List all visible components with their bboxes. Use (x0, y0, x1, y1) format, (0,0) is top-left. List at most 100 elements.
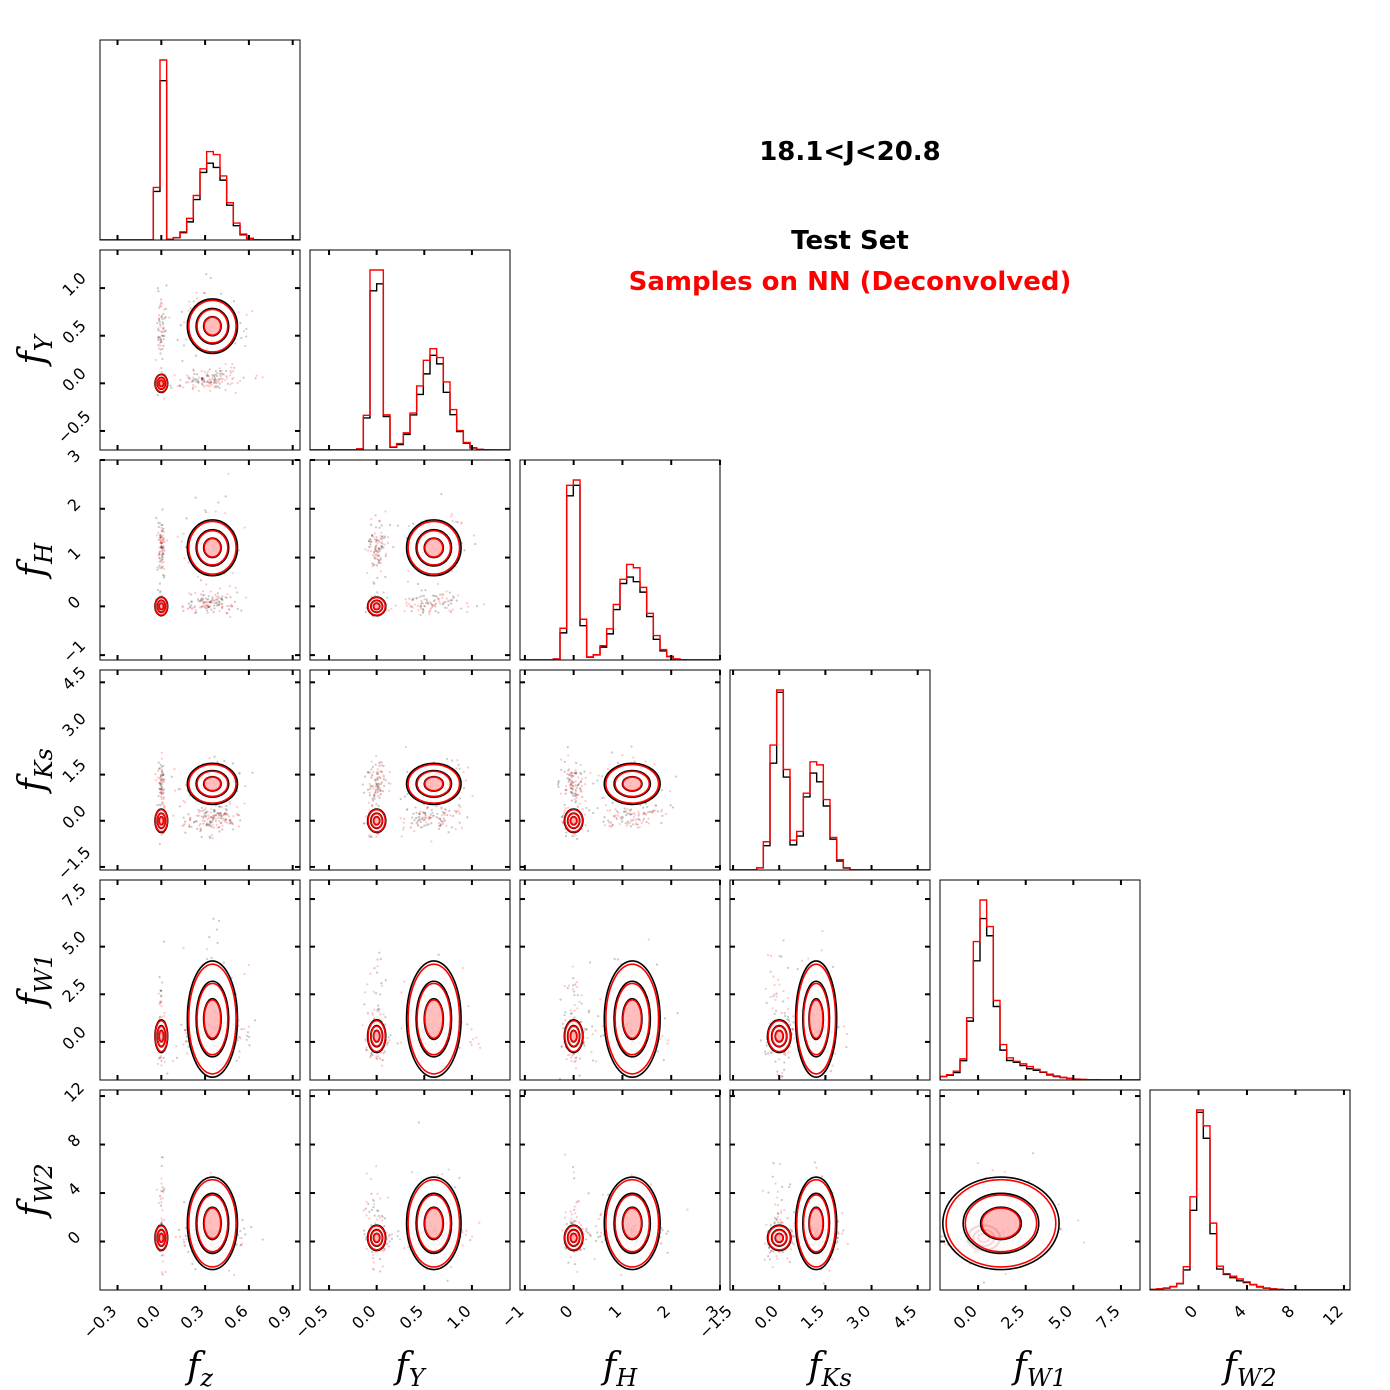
scatter-point (429, 813, 432, 816)
scatter-point (202, 598, 205, 601)
scatter-point (159, 1056, 163, 1060)
scatter-point (208, 601, 211, 604)
scatter-point (442, 602, 445, 605)
scatter-point (239, 1243, 243, 1247)
scatter-point (230, 821, 233, 824)
scatter-point (160, 782, 164, 785)
scatter-point (570, 779, 574, 783)
scatter-point (370, 1051, 373, 1054)
scatter-point (208, 368, 211, 371)
scatter-point (769, 995, 772, 999)
scatter-point (589, 771, 592, 775)
histogram-samples-nn (100, 59, 300, 240)
scatter-point (408, 597, 411, 600)
scatter-point (214, 599, 217, 602)
scatter-point (565, 1058, 568, 1061)
scatter-point (408, 603, 411, 606)
scatter-point (224, 388, 227, 392)
scatter-point (223, 813, 227, 816)
scatter-point (214, 385, 218, 388)
scatter-point (470, 1044, 473, 1047)
scatter-point (212, 826, 216, 829)
scatter-point (375, 549, 378, 552)
scatter-point (781, 1075, 784, 1078)
scatter-point (624, 810, 627, 813)
contour-test-set (613, 980, 652, 1058)
histogram-test-set (520, 484, 720, 660)
contour-samples-nn (424, 537, 444, 558)
scatter-point (370, 804, 374, 807)
scatter-point (379, 1051, 383, 1054)
scatter-point (591, 811, 595, 815)
scatter-point (406, 770, 409, 774)
scatter-point (223, 812, 227, 815)
scatter-point (159, 777, 162, 781)
scatter-point (363, 991, 367, 994)
scatter-point (633, 812, 636, 815)
scatter-point (214, 386, 218, 389)
contour-samples-nn (407, 763, 461, 805)
scatter-point (158, 976, 161, 979)
scatter-point (216, 592, 220, 595)
contour-samples-nn (407, 520, 461, 575)
scatter-point (778, 954, 781, 958)
scatter-point (157, 290, 160, 293)
scatter-point (218, 805, 221, 808)
scatter-point (778, 983, 781, 986)
scatter-point (161, 554, 164, 557)
scatter-point (229, 821, 232, 824)
scatter-point (422, 608, 425, 611)
scatter-point (567, 777, 570, 781)
scatter-point (405, 601, 408, 604)
scatter-point (396, 524, 400, 527)
scatter-point (378, 550, 381, 553)
scatter-point (466, 816, 469, 819)
scatter-point (419, 605, 422, 608)
scatter-point (439, 593, 442, 596)
scatter-point (188, 592, 191, 595)
scatter-point (182, 947, 185, 950)
scatter-point (209, 600, 212, 603)
scatter-point (770, 1051, 774, 1055)
scatter-point (831, 965, 835, 968)
scatter-point (623, 807, 626, 810)
scatter-point (184, 831, 187, 834)
scatter-point (193, 605, 197, 608)
scatter-point (455, 810, 458, 813)
scatter-point (441, 821, 444, 824)
scatter-point (206, 374, 209, 378)
scatter-point (219, 814, 222, 817)
scatter-point (206, 810, 209, 813)
scatter-point (378, 783, 382, 786)
scatter-point (159, 304, 162, 308)
scatter-point (208, 936, 211, 939)
scatter-point (764, 1050, 767, 1053)
scatter-point (638, 825, 641, 829)
scatter-point (472, 1038, 475, 1041)
scatter-point (573, 772, 576, 775)
scatter-point (190, 600, 193, 603)
scatter-point (161, 1219, 164, 1222)
scatter-point (230, 822, 233, 825)
scatter-point (789, 1023, 792, 1026)
scatter-point (370, 835, 373, 839)
scatter-point (638, 812, 641, 815)
scatter-point (669, 790, 672, 793)
scatter-point (200, 377, 203, 380)
scatter-point (388, 789, 391, 792)
scatter-point (205, 601, 208, 604)
scatter-point (570, 1056, 573, 1059)
scatter-point (376, 965, 379, 968)
scatter-point (364, 610, 367, 614)
scatter-point (571, 791, 574, 794)
scatter-point (447, 604, 450, 607)
scatter-point (646, 811, 649, 814)
scatter-point (160, 757, 163, 760)
scatter-point (402, 821, 405, 824)
scatter-H-W1 (558, 938, 679, 1080)
scatter-point (411, 598, 414, 601)
scatter-point (209, 815, 212, 819)
scatter-point (217, 812, 220, 815)
contour-samples-nn (196, 770, 229, 798)
scatter-point (423, 605, 427, 608)
